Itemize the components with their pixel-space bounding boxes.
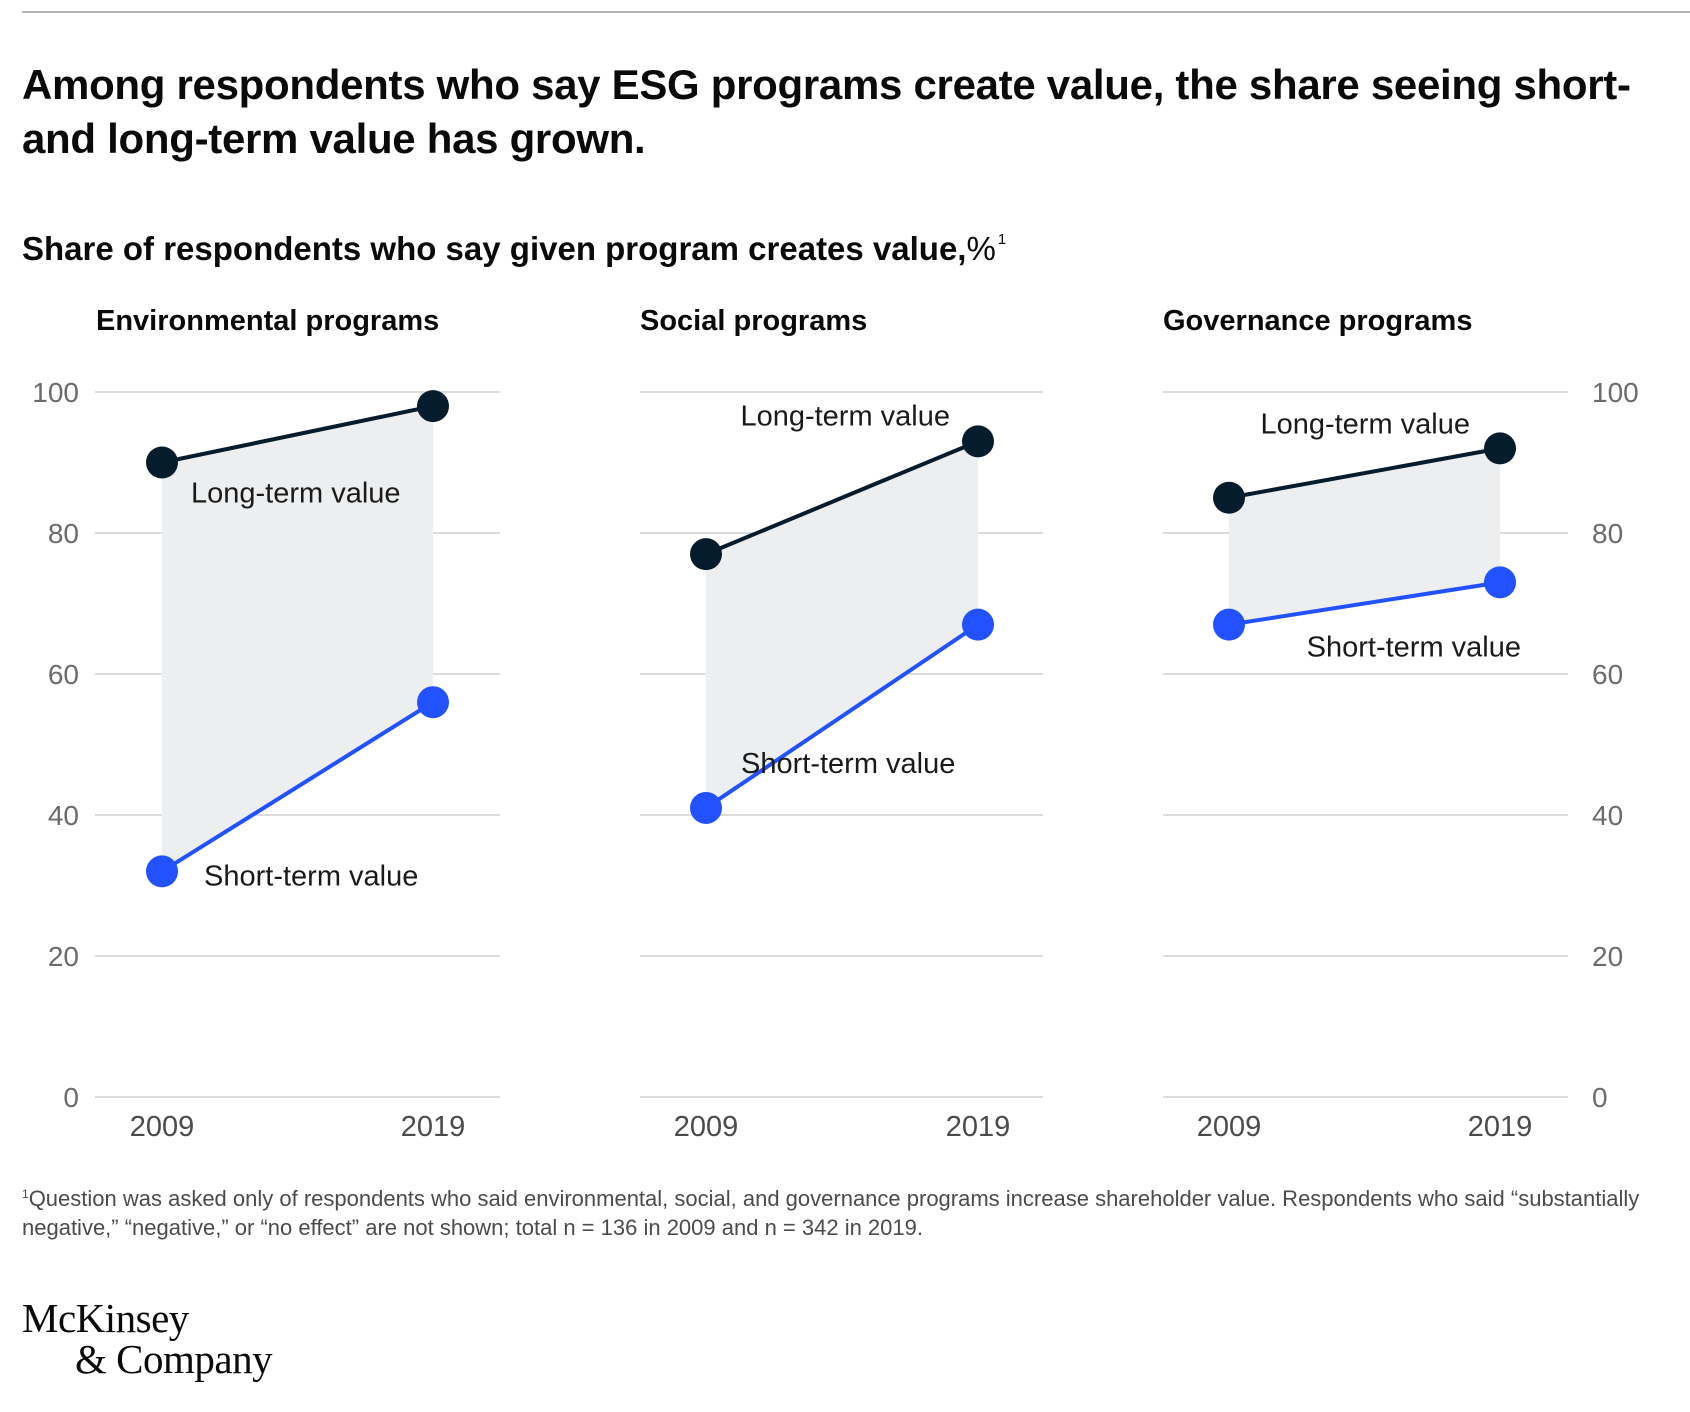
data-point-environmental-short-term-2009	[146, 855, 178, 888]
y-tick-label-governance-60: 60	[1592, 659, 1623, 690]
range-band-environmental	[162, 406, 433, 872]
series-line-environmental-long-term	[161, 404, 434, 465]
data-point-social-short-term-2009	[690, 791, 722, 824]
data-point-environmental-long-term-2019	[417, 390, 449, 423]
y-tick-label-governance-20: 20	[1592, 941, 1623, 972]
small-multiples-chart: Environmental programs 0 20 40 60 80 100 2009 20…	[32, 305, 1639, 1143]
data-point-governance-long-term-2009	[1213, 481, 1245, 514]
y-tick-label-environmental-60: 60	[48, 659, 79, 690]
data-point-governance-short-term-2019	[1484, 566, 1516, 599]
x-tick-label-social-2009: 2009	[674, 1111, 739, 1143]
series-label-environmental-short-term: Short-term value	[204, 860, 418, 892]
series-label-governance-long-term: Long-term value	[1260, 408, 1470, 440]
series-label-environmental-long-term: Long-term value	[191, 478, 401, 510]
y-tick-label-environmental-40: 40	[48, 800, 79, 831]
footnote: 1Question was asked only of respondents …	[22, 1180, 1642, 1242]
data-point-social-short-term-2019	[962, 608, 994, 641]
x-tick-label-environmental-2019: 2019	[401, 1111, 466, 1143]
data-point-environmental-short-term-2019	[417, 686, 449, 719]
series-line-governance-short-term	[1228, 580, 1501, 627]
series-line-governance-long-term	[1228, 446, 1501, 500]
x-tick-label-environmental-2009: 2009	[130, 1111, 195, 1143]
mckinsey-logo: McKinsey & Company	[22, 1295, 273, 1382]
series-label-social-short-term: Short-term value	[741, 748, 955, 780]
x-tick-label-social-2019: 2019	[946, 1111, 1011, 1143]
series-label-governance-short-term: Short-term value	[1307, 631, 1521, 663]
logo-line-2: & Company	[75, 1336, 273, 1382]
chart-subtitle: Share of respondents who say given progr…	[22, 220, 1006, 269]
x-tick-label-governance-2009: 2009	[1197, 1111, 1262, 1143]
subtitle-footnote-marker: 1	[997, 231, 1007, 248]
series-line-environmental-short-term	[160, 700, 435, 874]
y-tick-label-environmental-80: 80	[48, 518, 79, 549]
panel-title-environmental: Environmental programs	[96, 305, 439, 337]
panel-title-social: Social programs	[640, 305, 867, 337]
x-tick-label-governance-2019: 2019	[1468, 1111, 1533, 1143]
y-tick-label-environmental-0: 0	[63, 1082, 79, 1113]
data-point-governance-long-term-2019	[1484, 432, 1516, 465]
footnote-marker: 1	[22, 1187, 29, 1201]
data-point-environmental-long-term-2009	[146, 446, 178, 479]
chart-headline: Among respondents who say ESG programs c…	[22, 61, 1631, 162]
series-line-social-short-term	[704, 622, 980, 810]
y-tick-label-environmental-20: 20	[48, 941, 79, 972]
footnote-text: Question was asked only of respondents w…	[22, 1186, 1640, 1240]
logo-line-1: McKinsey	[22, 1295, 189, 1341]
top-divider	[22, 11, 1690, 13]
subtitle-unit: %	[966, 230, 996, 267]
y-tick-label-environmental-100: 100	[32, 377, 79, 408]
series-label-social-long-term: Long-term value	[740, 400, 950, 432]
range-band-social	[706, 441, 978, 808]
data-point-governance-short-term-2009	[1213, 608, 1245, 641]
data-point-social-long-term-2009	[690, 538, 722, 571]
y-tick-label-governance-0: 0	[1592, 1082, 1608, 1113]
y-tick-label-governance-80: 80	[1592, 518, 1623, 549]
data-point-social-long-term-2019	[962, 425, 994, 458]
range-band-governance	[1229, 448, 1500, 625]
y-tick-label-governance-40: 40	[1592, 800, 1623, 831]
y-tick-label-governance-100: 100	[1592, 377, 1639, 408]
series-line-social-long-term	[705, 439, 979, 556]
subtitle-text: Share of respondents who say given progr…	[22, 230, 967, 267]
panel-title-governance: Governance programs	[1163, 305, 1472, 337]
